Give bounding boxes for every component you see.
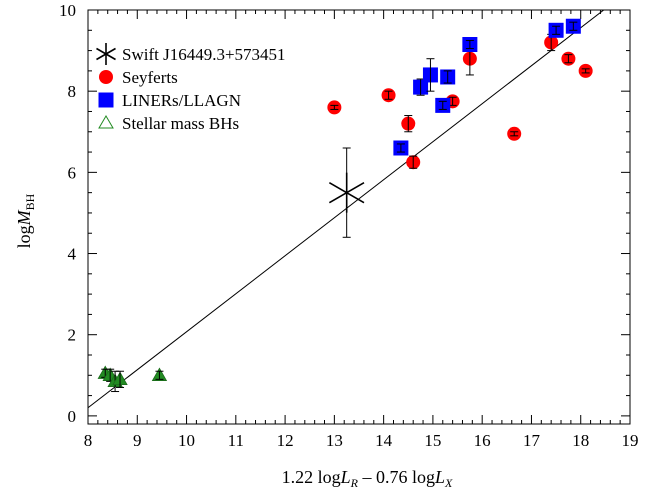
- x-tick-label: 13: [326, 431, 343, 450]
- x-tick-label: 10: [178, 431, 195, 450]
- x-axis-title-part: 1.22 log: [282, 467, 341, 487]
- y-axis-title: logMBH: [14, 193, 37, 248]
- asterisk-stroke: [96, 47, 116, 61]
- y-tick-label: 2: [68, 326, 77, 345]
- x-tick-label: 15: [424, 431, 441, 450]
- x-axis-title-part: R: [350, 476, 359, 490]
- series-circle: [327, 33, 593, 170]
- x-tick-label: 12: [277, 431, 294, 450]
- legend-item: LINERs/LLAGN: [98, 91, 241, 110]
- x-tick-label: 18: [572, 431, 589, 450]
- legend-marker-triangle: [98, 115, 114, 129]
- x-tick-label: 17: [523, 431, 541, 450]
- x-axis-title-part: X: [444, 476, 453, 490]
- legend-marker-square: [98, 92, 114, 108]
- x-axis-title-part: L: [434, 467, 445, 487]
- legend-label: LINERs/LLAGN: [122, 91, 241, 110]
- x-tick-label: 11: [228, 431, 244, 450]
- y-axis-title-part: M: [14, 209, 34, 226]
- plot-frame: [87, 9, 631, 425]
- x-tick-label: 8: [84, 431, 93, 450]
- x-tick-label: 19: [622, 431, 639, 450]
- y-tick-label: 4: [68, 245, 77, 264]
- y-tick-label: 10: [59, 1, 76, 20]
- legend-item: Stellar mass BHs: [98, 114, 239, 133]
- legend-marker-asterisk: [96, 43, 116, 65]
- legend-item: Seyferts: [99, 68, 178, 87]
- series-triangle: [97, 365, 168, 393]
- x-axis-title: 1.22 logLR – 0.76 logLX: [282, 467, 453, 490]
- legend-label: Swift J16449.3+573451: [122, 45, 286, 64]
- x-tick-label: 14: [375, 431, 393, 450]
- y-tick-label: 0: [68, 407, 77, 426]
- x-tick-label: 9: [133, 431, 142, 450]
- x-tick-label: 16: [474, 431, 491, 450]
- legend-label: Stellar mass BHs: [122, 114, 239, 133]
- y-axis-title-part: log: [14, 225, 34, 248]
- legend-label: Seyferts: [122, 68, 178, 87]
- series-square: [393, 18, 581, 156]
- y-tick-label: 8: [68, 82, 77, 101]
- x-axis-title-part: – 0.76 log: [358, 467, 435, 487]
- legend-item: Swift J16449.3+573451: [96, 43, 286, 65]
- fit-line: [88, 10, 605, 409]
- x-axis-title-part: L: [340, 467, 351, 487]
- y-axis-title-part: BH: [23, 193, 37, 210]
- series-asterisk: [328, 147, 365, 238]
- legend-marker-circle: [99, 70, 113, 84]
- y-tick-label: 6: [68, 163, 77, 182]
